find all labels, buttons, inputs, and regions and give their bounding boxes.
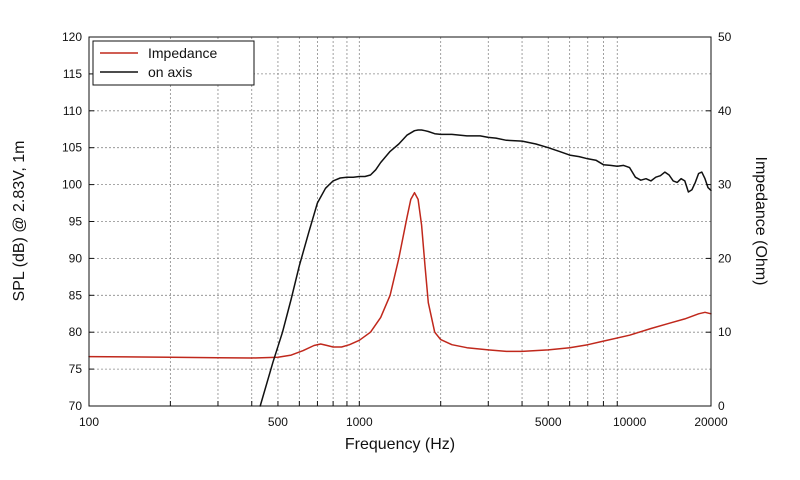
y-tick-label-left: 120 <box>62 30 82 44</box>
y-tick-label-right: 50 <box>718 30 732 44</box>
legend-label-impedance: Impedance <box>148 45 217 61</box>
y-tick-label-left: 70 <box>69 399 83 413</box>
legend-box <box>92 40 255 86</box>
grid <box>89 37 711 406</box>
y-axis-title-right: Impedance (Ohm) <box>752 157 769 286</box>
legend-label-on-axis: on axis <box>148 64 192 80</box>
x-tick-label: 500 <box>268 415 288 429</box>
curves <box>88 129 712 407</box>
y-tick-label-left: 90 <box>69 251 83 265</box>
y-tick-label-left: 110 <box>63 104 82 118</box>
y-tick-label-left: 85 <box>69 288 83 302</box>
y-tick-label-right: 20 <box>718 251 732 265</box>
y-tick-label-left: 95 <box>69 215 83 229</box>
x-tick-label: 100 <box>79 415 99 429</box>
y-tick-label-left: 105 <box>62 141 82 155</box>
x-tick-label: 1000 <box>346 415 373 429</box>
legend: Impedance on axis <box>92 40 255 86</box>
tick-labels: 70 75 80 85 90 95 100 105 110 115 120 0 10 20 30 40 50 10… <box>62 30 732 429</box>
series-line-impedance <box>88 191 712 359</box>
y-axis-title-left: SPL (dB) @ 2.83V, 1m <box>11 141 28 302</box>
y-tick-label-left: 80 <box>69 325 83 339</box>
y-tick-label-right: 40 <box>718 104 732 118</box>
y-tick-label-left: 75 <box>69 362 83 376</box>
series-line-on-axis <box>259 129 712 407</box>
ticks <box>89 36 711 407</box>
x-tick-label: 10000 <box>613 415 647 429</box>
y-tick-label-right: 30 <box>718 178 732 192</box>
y-tick-label-left: 115 <box>63 67 82 81</box>
y-tick-label-right: 10 <box>718 325 732 339</box>
x-axis-title: Frequency (Hz) <box>345 436 455 453</box>
y-tick-label-left: 100 <box>62 178 82 192</box>
y-tick-label-right: 0 <box>718 399 725 413</box>
x-tick-label: 5000 <box>535 415 562 429</box>
x-tick-label: 20000 <box>694 415 728 429</box>
